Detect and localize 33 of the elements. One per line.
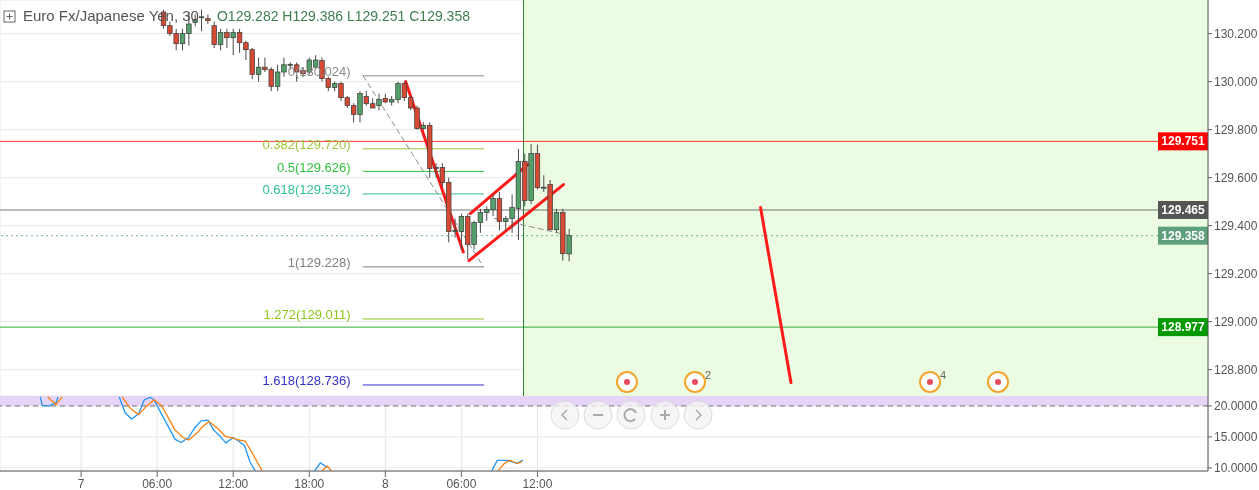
series-label: 0.382(129.720) [262,137,351,153]
ref-line-label: 128.977 [1161,320,1206,335]
ref-line-label: 129.751 [1161,134,1206,149]
y-tick-label: 129.600 [1214,170,1258,185]
series-label: 1.618(128.736) [262,373,351,389]
x-tick-label: 7 [77,476,85,490]
candlestick [198,9,205,32]
series-label: 1.272(129.011) [263,307,351,323]
series-label: 1(129.228) [287,255,351,271]
y-tick-label: 15.0000 [1214,430,1258,445]
y-tick-label: 10.0000 [1214,461,1258,476]
x-tick-label: 12:00 [218,476,249,490]
y-tick-label: 129.000 [1214,314,1258,329]
series-label: 0.618(129.532) [262,182,351,198]
annotation: 2 [705,369,712,381]
y-tick-label: 130.200 [1214,26,1258,41]
annotation: 4 [940,369,947,381]
y-tick-label: 129.200 [1214,266,1258,281]
ref-line-label: 129.465 [1161,203,1206,217]
y-tick-label: 129.400 [1214,218,1258,233]
text: O129.282 H129.386 L129.251 C129.358 [216,8,470,24]
series-label: 0.5(129.626) [276,159,351,175]
x-tick-label: 12:00 [522,476,553,490]
y-tick-label: 130.000 [1214,74,1258,89]
x-tick-label: 8 [382,476,389,490]
y-tick-label: 20.0000 [1214,399,1258,414]
ref-line-label: 129.358 [1161,228,1206,243]
x-tick-label: 06:00 [142,476,173,490]
y-tick-label: 129.800 [1214,122,1258,137]
y-tick-label: 128.800 [1214,362,1258,377]
x-tick-label: 06:00 [446,476,477,490]
x-tick-label: 18:00 [294,476,325,490]
candlestick [205,13,211,25]
